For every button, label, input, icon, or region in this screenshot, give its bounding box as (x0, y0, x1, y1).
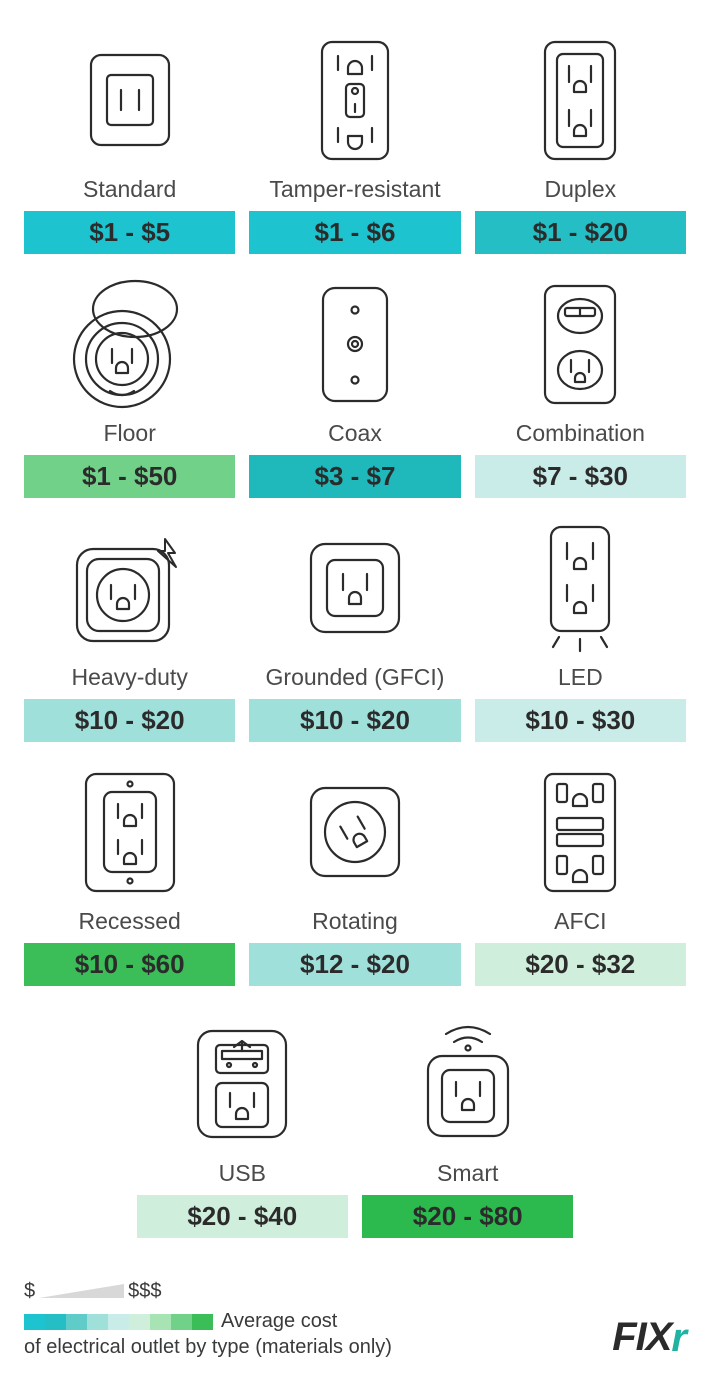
label: AFCI (554, 908, 606, 935)
price: $10 - $60 (24, 943, 235, 986)
label: Recessed (79, 908, 181, 935)
price: $7 - $30 (475, 455, 686, 498)
price: $20 - $32 (475, 943, 686, 986)
cell-heavy: Heavy-duty $10 - $20 (24, 518, 235, 742)
gfci-outlet-icon (249, 518, 460, 658)
label: Duplex (545, 176, 617, 203)
label: Coax (328, 420, 382, 447)
combination-outlet-icon (475, 274, 686, 414)
cell-coax: Coax $3 - $7 (249, 274, 460, 498)
legend-color-bar (24, 1314, 213, 1330)
price: $10 - $20 (24, 699, 235, 742)
outlet-grid-row-final: USB $20 - $40 Smart $20 - $80 (137, 1014, 574, 1238)
coax-outlet-icon (249, 274, 460, 414)
legend: $ $$$ Average cost of electrical outlet … (24, 1278, 392, 1360)
cell-standard: Standard $1 - $5 (24, 30, 235, 254)
cell-rotating: Rotating $12 - $20 (249, 762, 460, 986)
label: Floor (103, 420, 155, 447)
cell-combination: Combination $7 - $30 (475, 274, 686, 498)
legend-label-1: Average cost (221, 1308, 337, 1334)
cell-usb: USB $20 - $40 (137, 1014, 348, 1238)
label: Tamper-resistant (269, 176, 440, 203)
label: Heavy-duty (72, 664, 188, 691)
price: $1 - $5 (24, 211, 235, 254)
standard-outlet-icon (24, 30, 235, 170)
cell-smart: Smart $20 - $80 (362, 1014, 573, 1238)
cell-floor: Floor $1 - $50 (24, 274, 235, 498)
logo-accent: r (671, 1316, 686, 1361)
rotating-outlet-icon (249, 762, 460, 902)
afci-outlet-icon (475, 762, 686, 902)
legend-triangle-icon (39, 1284, 124, 1298)
legend-label-2: of electrical outlet by type (materials … (24, 1334, 392, 1360)
price: $3 - $7 (249, 455, 460, 498)
heavy-duty-outlet-icon (24, 518, 235, 658)
tamper-resistant-outlet-icon (249, 30, 460, 170)
label: Combination (516, 420, 645, 447)
label: Grounded (GFCI) (266, 664, 445, 691)
cell-tamper: Tamper-resistant $1 - $6 (249, 30, 460, 254)
footer: $ $$$ Average cost of electrical outlet … (24, 1278, 686, 1360)
duplex-outlet-icon (475, 30, 686, 170)
label: Standard (83, 176, 176, 203)
fixr-logo: FIXr (612, 1315, 686, 1360)
price: $10 - $30 (475, 699, 686, 742)
cell-duplex: Duplex $1 - $20 (475, 30, 686, 254)
floor-outlet-icon (24, 274, 235, 414)
cell-led: LED $10 - $30 (475, 518, 686, 742)
label: LED (558, 664, 603, 691)
usb-outlet-icon (137, 1014, 348, 1154)
cell-recessed: Recessed $10 - $60 (24, 762, 235, 986)
cell-afci: AFCI $20 - $32 (475, 762, 686, 986)
price: $1 - $6 (249, 211, 460, 254)
label: USB (219, 1160, 266, 1187)
price: $20 - $80 (362, 1195, 573, 1238)
logo-text: FIX (612, 1315, 671, 1359)
price: $1 - $50 (24, 455, 235, 498)
outlet-grid: Standard $1 - $5 Tamper-resistant $1 - $… (24, 30, 686, 986)
price: $10 - $20 (249, 699, 460, 742)
recessed-outlet-icon (24, 762, 235, 902)
led-outlet-icon (475, 518, 686, 658)
legend-low: $ (24, 1278, 35, 1304)
label: Smart (437, 1160, 498, 1187)
label: Rotating (312, 908, 398, 935)
cell-gfci: Grounded (GFCI) $10 - $20 (249, 518, 460, 742)
smart-outlet-icon (362, 1014, 573, 1154)
price: $1 - $20 (475, 211, 686, 254)
price: $20 - $40 (137, 1195, 348, 1238)
price: $12 - $20 (249, 943, 460, 986)
legend-high: $$$ (128, 1278, 161, 1304)
